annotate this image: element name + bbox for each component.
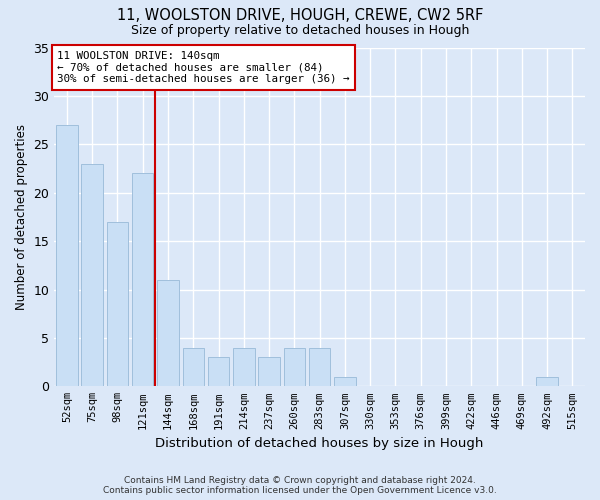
Bar (82, 164, 103, 386)
Bar (309, 348, 331, 387)
Text: Size of property relative to detached houses in Hough: Size of property relative to detached ho… (131, 24, 469, 37)
Bar (536, 376, 558, 386)
Text: 11, WOOLSTON DRIVE, HOUGH, CREWE, CW2 5RF: 11, WOOLSTON DRIVE, HOUGH, CREWE, CW2 5R… (117, 8, 483, 22)
Bar (208, 358, 229, 386)
Bar (132, 174, 154, 386)
Bar (157, 280, 179, 386)
Bar (182, 348, 204, 387)
Text: Contains HM Land Registry data © Crown copyright and database right 2024.
Contai: Contains HM Land Registry data © Crown c… (103, 476, 497, 495)
Bar (233, 348, 254, 387)
Bar (56, 125, 77, 386)
Bar (284, 348, 305, 387)
Bar (334, 376, 356, 386)
Bar (259, 358, 280, 386)
Bar (107, 222, 128, 386)
Y-axis label: Number of detached properties: Number of detached properties (15, 124, 28, 310)
Text: 11 WOOLSTON DRIVE: 140sqm
← 70% of detached houses are smaller (84)
30% of semi-: 11 WOOLSTON DRIVE: 140sqm ← 70% of detac… (57, 51, 349, 84)
X-axis label: Distribution of detached houses by size in Hough: Distribution of detached houses by size … (155, 437, 484, 450)
